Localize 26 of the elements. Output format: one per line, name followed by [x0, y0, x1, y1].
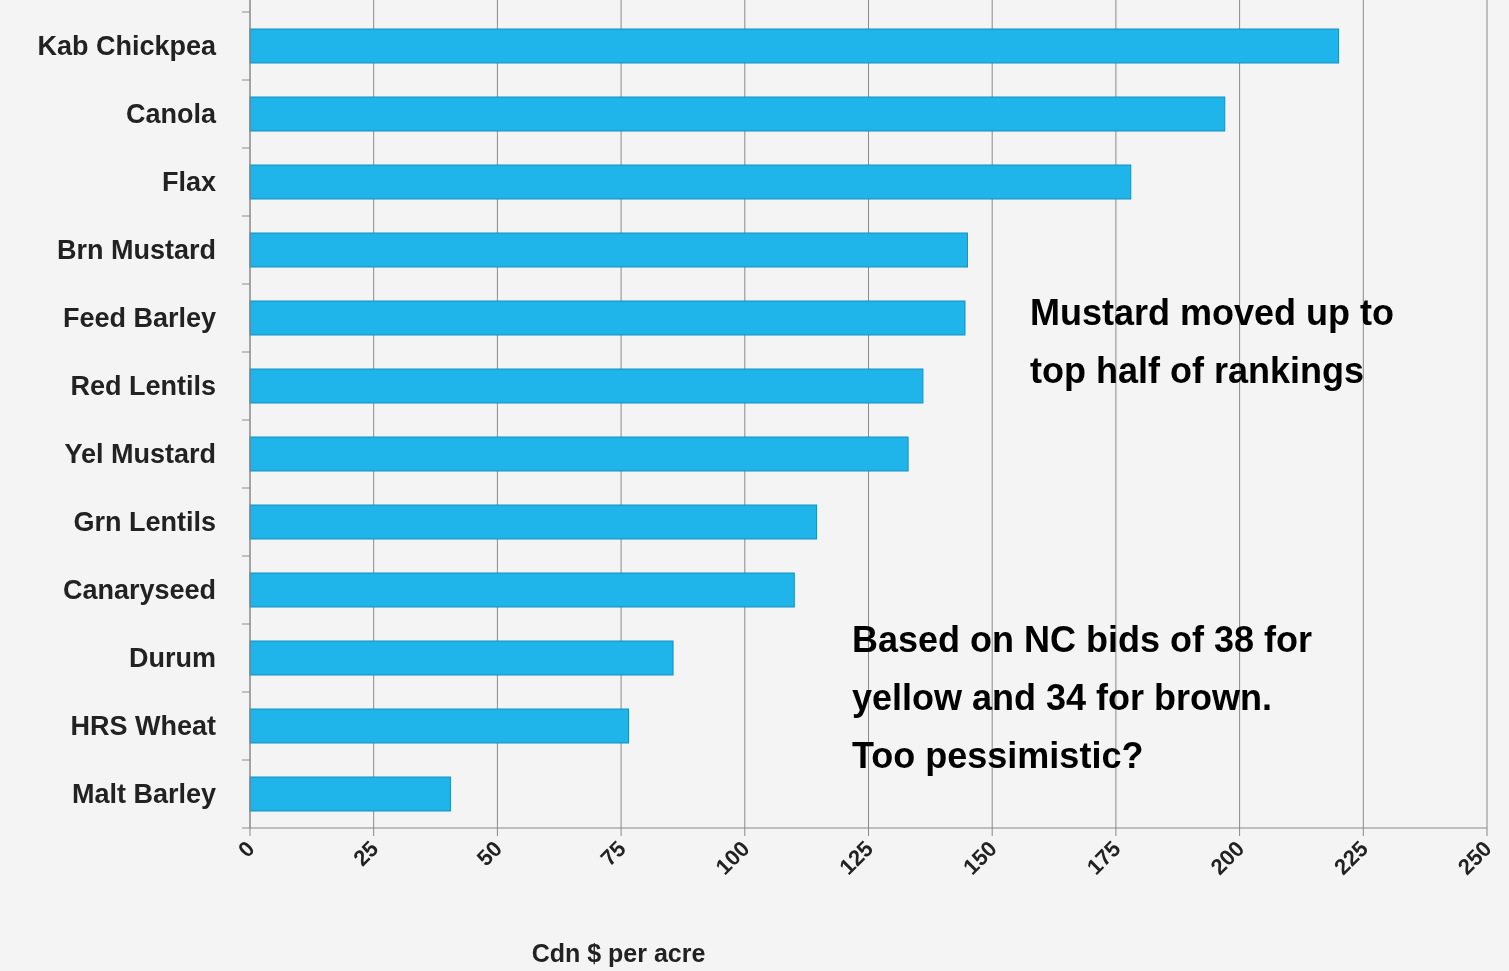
x-tick-label: 100 — [710, 835, 755, 880]
y-tick-label: Brn Mustard — [56, 235, 216, 266]
y-tick-label: Durum — [129, 643, 216, 674]
y-tick-label: Red Lentils — [70, 371, 216, 402]
y-tick-label: Feed Barley — [62, 303, 216, 334]
y-tick-label: Kab Chickpea — [37, 31, 217, 62]
y-tick-label: Grn Lentils — [73, 507, 216, 538]
y-tick-label: Flax — [161, 167, 216, 198]
y-tick-label: Malt Barley — [71, 779, 216, 810]
y-tick-label: Canaryseed — [62, 575, 216, 606]
x-tick-label: 250 — [1452, 835, 1497, 880]
y-tick-label: Canola — [125, 99, 217, 130]
x-tick-label: 225 — [1329, 835, 1373, 880]
x-tick-label: 0 — [233, 835, 260, 863]
y-tick-label: Yel Mustard — [64, 439, 216, 470]
x-tick-label: 125 — [834, 835, 879, 880]
annotation: Mustard moved up to top half of rankings — [1030, 292, 1395, 391]
y-tick-label: HRS Wheat — [70, 711, 216, 742]
x-axis-title: Cdn $ per acre — [531, 939, 706, 967]
annotation: Based on NC bids of 38 for yellow and 34 for brown. Too pessimistic? — [852, 619, 1313, 776]
x-tick-label: 175 — [1081, 835, 1126, 880]
x-tick-label: 200 — [1205, 835, 1250, 880]
x-tick-label: 25 — [348, 835, 384, 871]
x-tick-label: 75 — [595, 835, 631, 871]
x-tick-label: 50 — [471, 835, 507, 871]
x-tick-label: 150 — [958, 835, 1002, 880]
